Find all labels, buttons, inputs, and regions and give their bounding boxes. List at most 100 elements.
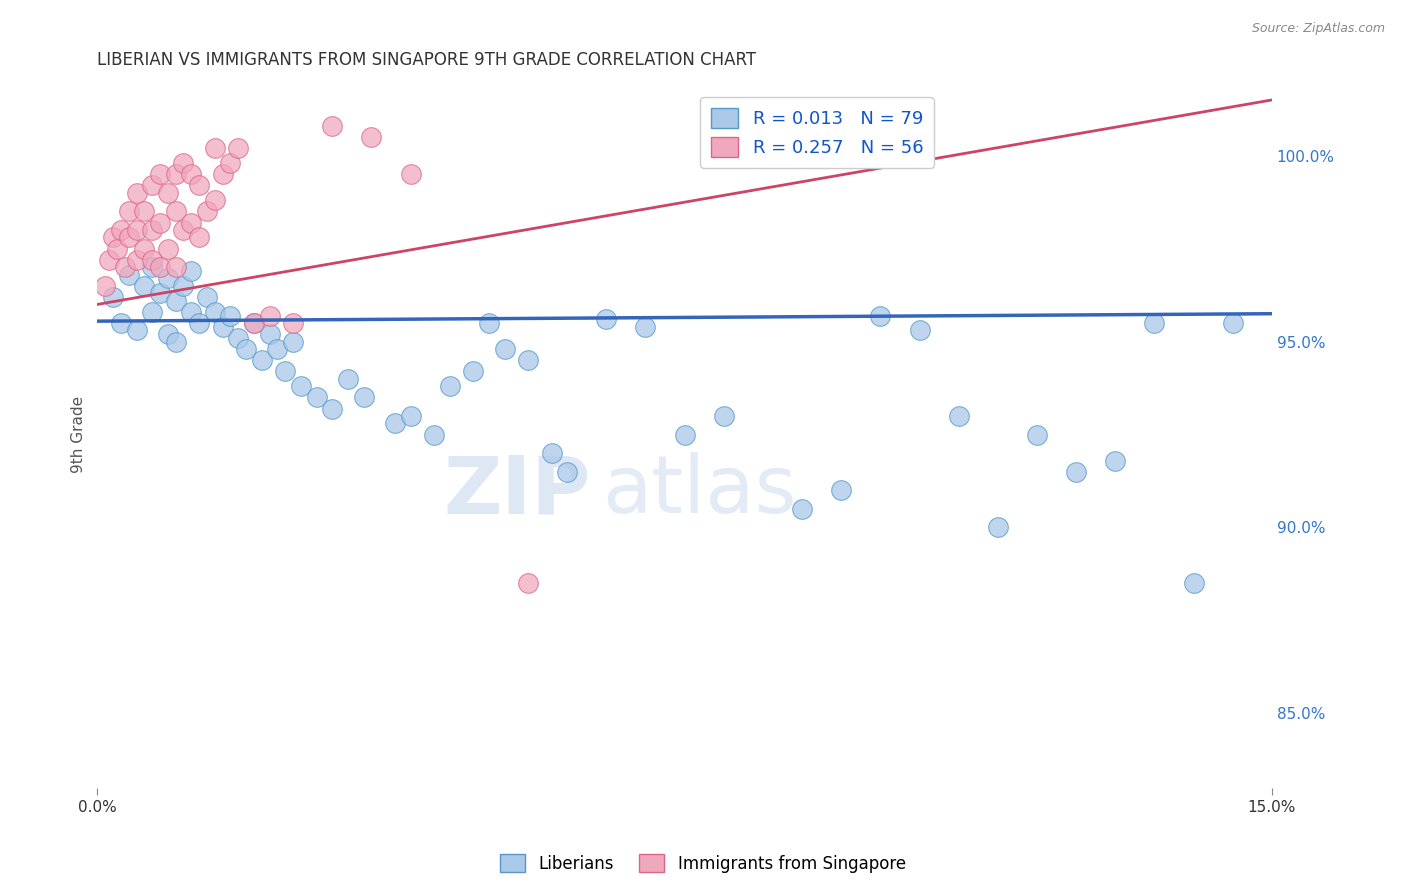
- Point: [219, 156, 242, 170]
- Point: [101, 230, 124, 244]
- Point: [266, 342, 288, 356]
- Point: [235, 342, 257, 356]
- Point: [105, 242, 128, 256]
- Point: [141, 223, 163, 237]
- Point: [118, 204, 141, 219]
- Point: [204, 141, 226, 155]
- Point: [494, 342, 516, 356]
- Point: [173, 278, 195, 293]
- Point: [125, 323, 148, 337]
- Point: [156, 186, 179, 200]
- Point: [98, 252, 121, 267]
- Point: [634, 319, 657, 334]
- Text: Source: ZipAtlas.com: Source: ZipAtlas.com: [1251, 22, 1385, 36]
- Point: [399, 409, 422, 423]
- Point: [517, 353, 540, 368]
- Point: [211, 319, 233, 334]
- Point: [226, 141, 249, 155]
- Point: [180, 264, 202, 278]
- Point: [180, 305, 202, 319]
- Point: [384, 417, 406, 431]
- Point: [141, 178, 163, 193]
- Point: [243, 316, 266, 330]
- Point: [204, 194, 226, 208]
- Point: [134, 242, 156, 256]
- Point: [141, 260, 163, 275]
- Point: [1182, 576, 1205, 591]
- Point: [125, 252, 148, 267]
- Point: [673, 427, 696, 442]
- Legend: R = 0.013   N = 79, R = 0.257   N = 56: R = 0.013 N = 79, R = 0.257 N = 56: [700, 97, 934, 168]
- Point: [173, 223, 195, 237]
- Point: [195, 204, 218, 219]
- Point: [165, 204, 187, 219]
- Point: [94, 278, 117, 293]
- Point: [226, 331, 249, 345]
- Point: [165, 260, 187, 275]
- Point: [125, 186, 148, 200]
- Point: [165, 167, 187, 181]
- Point: [134, 204, 156, 219]
- Point: [156, 242, 179, 256]
- Point: [595, 312, 617, 326]
- Point: [156, 327, 179, 342]
- Point: [156, 271, 179, 285]
- Point: [188, 316, 211, 330]
- Point: [118, 268, 141, 282]
- Point: [259, 327, 281, 342]
- Point: [869, 309, 891, 323]
- Point: [188, 178, 211, 193]
- Legend: Liberians, Immigrants from Singapore: Liberians, Immigrants from Singapore: [494, 847, 912, 880]
- Point: [204, 305, 226, 319]
- Text: atlas: atlas: [602, 452, 797, 530]
- Point: [830, 483, 852, 498]
- Text: ZIP: ZIP: [443, 452, 591, 530]
- Point: [478, 316, 501, 330]
- Point: [165, 334, 187, 349]
- Point: [321, 119, 343, 133]
- Point: [321, 401, 343, 416]
- Point: [713, 409, 735, 423]
- Point: [149, 216, 172, 230]
- Point: [1064, 465, 1087, 479]
- Point: [439, 379, 461, 393]
- Point: [118, 230, 141, 244]
- Point: [1026, 427, 1049, 442]
- Point: [290, 379, 312, 393]
- Text: LIBERIAN VS IMMIGRANTS FROM SINGAPORE 9TH GRADE CORRELATION CHART: LIBERIAN VS IMMIGRANTS FROM SINGAPORE 9T…: [97, 51, 756, 69]
- Point: [399, 167, 422, 181]
- Point: [336, 372, 359, 386]
- Point: [517, 576, 540, 591]
- Point: [211, 167, 233, 181]
- Point: [149, 286, 172, 301]
- Point: [305, 390, 328, 404]
- Point: [360, 130, 382, 145]
- Point: [463, 364, 485, 378]
- Y-axis label: 9th Grade: 9th Grade: [72, 396, 86, 473]
- Point: [165, 293, 187, 308]
- Point: [149, 260, 172, 275]
- Point: [423, 427, 446, 442]
- Point: [274, 364, 297, 378]
- Point: [790, 502, 813, 516]
- Point: [250, 353, 273, 368]
- Point: [259, 309, 281, 323]
- Point: [180, 216, 202, 230]
- Point: [141, 305, 163, 319]
- Point: [180, 167, 202, 181]
- Point: [243, 316, 266, 330]
- Point: [101, 290, 124, 304]
- Point: [114, 260, 136, 275]
- Point: [353, 390, 375, 404]
- Point: [219, 309, 242, 323]
- Point: [149, 167, 172, 181]
- Point: [188, 230, 211, 244]
- Point: [281, 334, 304, 349]
- Point: [195, 290, 218, 304]
- Point: [110, 316, 132, 330]
- Point: [540, 446, 562, 460]
- Point: [141, 252, 163, 267]
- Point: [125, 223, 148, 237]
- Point: [134, 278, 156, 293]
- Point: [1143, 316, 1166, 330]
